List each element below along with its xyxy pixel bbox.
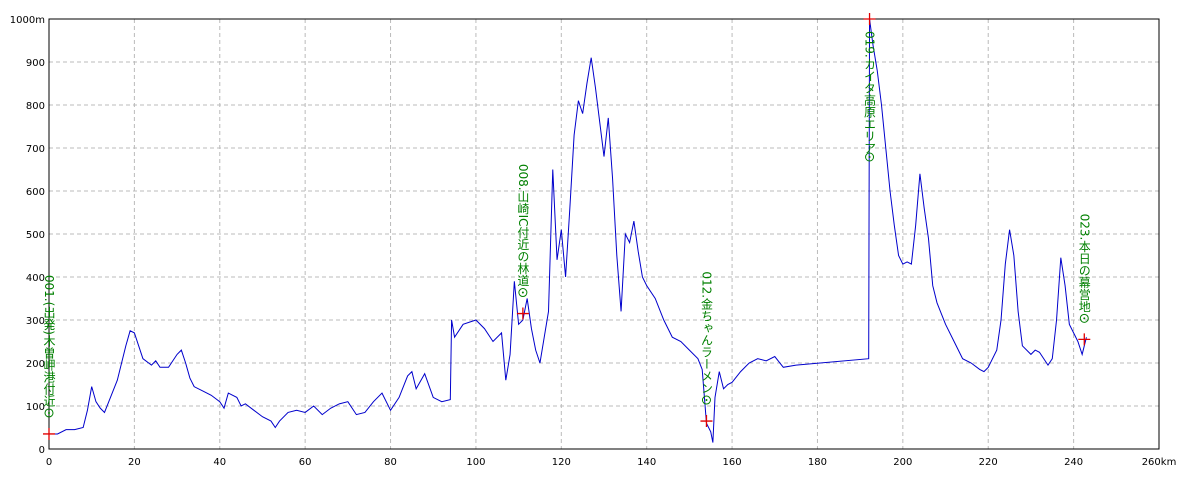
y-tick-label: 500 — [26, 230, 45, 241]
y-tick-label: 700 — [26, 144, 45, 155]
y-tick-label: 600 — [26, 187, 45, 198]
waypoint-label: 019.カイタ高原エリア — [863, 31, 877, 154]
x-tick-label: 140 — [637, 457, 656, 468]
waypoint-symbol — [701, 395, 711, 405]
waypoint-marker — [863, 13, 876, 25]
x-tick-label: 200 — [893, 457, 912, 468]
x-tick-label: 60 — [299, 457, 312, 468]
x-tick-label: 260km — [1142, 457, 1177, 468]
y-tick-label: 900 — [26, 58, 45, 69]
elevation-line — [49, 18, 1087, 443]
waypoint-label: 008.山崎IC付近の林道 — [516, 164, 530, 287]
x-tick-label: 40 — [213, 457, 226, 468]
waypoint-symbol — [44, 408, 54, 418]
waypoint-label: 012.金ちゃんラーメン — [699, 271, 713, 394]
y-tick-label: 200 — [26, 359, 45, 370]
waypoint-label: 001.(出発)木曽岬港付近 — [42, 275, 56, 407]
x-tick-label: 20 — [128, 457, 141, 468]
y-tick-label: 100 — [26, 402, 45, 413]
waypoint-symbol — [518, 288, 528, 298]
waypoint-symbol-dot — [521, 291, 524, 294]
x-tick-label: 160 — [723, 457, 742, 468]
y-tick-label: 1000m — [10, 15, 45, 26]
waypoint-marker — [516, 307, 529, 320]
waypoint-symbol — [1079, 313, 1089, 323]
waypoint-label: 023.本日の幕営地 — [1077, 214, 1091, 313]
waypoint-marker — [1078, 333, 1091, 346]
waypoint-symbol-dot — [868, 156, 871, 158]
y-tick-label: 400 — [26, 273, 45, 284]
x-tick-label: 240 — [1064, 457, 1083, 468]
y-tick-label: 800 — [26, 101, 45, 112]
x-tick-label: 220 — [979, 457, 998, 468]
x-tick-label: 100 — [466, 457, 485, 468]
x-tick-label: 80 — [384, 457, 397, 468]
x-tick-label: 0 — [46, 457, 52, 468]
y-tick-label: 0 — [39, 445, 45, 456]
waypoint-marker — [43, 427, 55, 440]
y-tick-label: 300 — [26, 316, 45, 327]
waypoint-symbol — [865, 152, 875, 162]
x-tick-label: 120 — [552, 457, 571, 468]
plot-frame — [48, 18, 1160, 450]
waypoint-symbol-dot — [705, 399, 708, 402]
x-tick-label: 180 — [808, 457, 827, 468]
waypoint-marker — [700, 415, 713, 428]
waypoint-symbol-dot — [1083, 317, 1086, 320]
waypoint-symbol-dot — [48, 411, 50, 414]
